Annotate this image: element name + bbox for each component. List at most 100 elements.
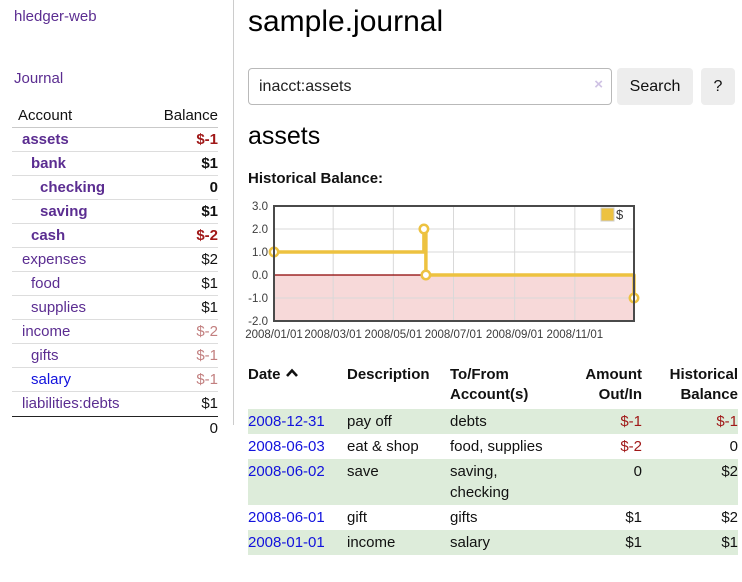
transaction-accounts: salary [450,534,491,551]
accounts-table-header: Account Balance [12,103,218,128]
account-balance: $-1 [196,131,218,148]
main-content: sample.journal × Search ? assets Histori… [244,0,742,582]
transaction-amount: 0 [633,463,642,480]
search-input[interactable] [248,68,612,105]
transaction-balance: $1 [721,534,738,551]
accounts-total-row: 0 [12,416,218,440]
accounts-header-account: Account [18,107,73,124]
transaction-date-cell: 2008-12-31 [248,409,347,434]
sidebar-divider [233,0,234,425]
transaction-balance: 0 [729,438,738,455]
column-header-balance[interactable]: Historical Balance [669,366,738,403]
account-link-bank[interactable]: bank [31,155,67,172]
app-title-link[interactable]: hledger-web [14,8,97,25]
account-link-checking[interactable]: checking [40,179,106,196]
sidebar-item-journal[interactable]: Journal [14,70,64,87]
transaction-amount: $-1 [620,413,642,430]
account-link-gifts[interactable]: gifts [31,347,59,364]
search-button[interactable]: Search [617,68,693,105]
transaction-description: income [347,534,396,551]
account-balance: $1 [201,395,218,412]
svg-text:0.0: 0.0 [252,270,268,282]
transaction-date-cell: 2008-06-02 [248,459,347,505]
svg-text:1.0: 1.0 [252,247,268,259]
svg-text:3.0: 3.0 [252,201,268,213]
column-header-tofrom[interactable]: To/From Account(s) [450,366,529,403]
search-box: × [248,68,612,105]
page-title: sample.journal [248,5,444,38]
transaction-accounts: gifts [450,509,478,526]
transaction-balance: $-1 [716,413,738,430]
transactions-header-row: Date Description To/From Account(s) Amou… [248,363,738,409]
transaction-row: 2008-12-31 pay off debts $-1 $-1 [248,409,738,434]
account-balance: $-1 [196,347,218,364]
clear-search-icon[interactable]: × [594,76,603,93]
historical-balance-chart: $3.0 2.0 1.0 0.0 -1.0 -2.0 2008/01/01 2008/03/0… [244,198,742,348]
search-form: × Search ? [248,68,735,105]
account-balance: $1 [201,299,218,316]
account-balance: $2 [201,251,218,268]
transaction-date-cell: 2008-01-01 [248,530,347,555]
svg-text:2008/05/01: 2008/05/01 [365,329,423,341]
account-row: gifts $-1 [12,344,218,368]
sort-ascending-icon [285,368,298,377]
transaction-description: pay off [347,413,392,430]
account-link-saving[interactable]: saving [40,203,88,220]
transaction-row: 2008-01-01 income salary $1 $1 [248,530,738,555]
svg-text:2008/09/01: 2008/09/01 [486,329,544,341]
transaction-description: gift [347,509,368,526]
account-link-food[interactable]: food [31,275,61,292]
account-row: liabilities:debts $1 [12,392,218,416]
account-row: supplies $1 [12,296,218,320]
account-row: cash $-2 [12,224,218,248]
accounts-table: Account Balance assets $-1 bank $1 check… [12,103,218,440]
chart-heading: Historical Balance: [248,170,384,187]
account-row: assets $-1 [12,128,218,152]
transaction-accounts: saving, checking [450,463,510,501]
svg-text:$: $ [616,207,624,222]
account-link-supplies[interactable]: supplies [31,299,87,316]
transaction-amount: $-2 [620,438,642,455]
account-row: saving $1 [12,200,218,224]
column-header-amount[interactable]: Amount Out/In [585,366,642,403]
transaction-accounts: food, supplies [450,438,543,455]
account-row: bank $1 [12,152,218,176]
account-row: food $1 [12,272,218,296]
transaction-amount: $1 [625,534,642,551]
transaction-description: save [347,463,379,480]
svg-text:2008/07/01: 2008/07/01 [425,329,483,341]
transaction-date-link[interactable]: 2008-06-01 [248,509,325,526]
svg-text:-2.0: -2.0 [248,316,268,328]
account-balance: $1 [201,155,218,172]
transaction-description: eat & shop [347,438,419,455]
transaction-accounts: debts [450,413,487,430]
transaction-date-link[interactable]: 2008-06-02 [248,463,325,480]
account-balance: $-2 [196,227,218,244]
account-balance: $1 [201,275,218,292]
transaction-date-link[interactable]: 2008-01-01 [248,534,325,551]
accounts-header-balance: Balance [163,107,218,124]
transaction-date-link[interactable]: 2008-06-03 [248,438,325,455]
help-button[interactable]: ? [701,68,735,105]
account-row: income $-2 [12,320,218,344]
svg-text:2008/03/01: 2008/03/01 [304,329,362,341]
column-header-date[interactable]: Date [248,363,347,409]
account-link-expenses[interactable]: expenses [22,251,87,268]
account-link-income[interactable]: income [22,323,71,340]
account-link-cash[interactable]: cash [31,227,66,244]
account-link-assets[interactable]: assets [22,131,69,148]
svg-text:2008/11/01: 2008/11/01 [546,329,603,341]
account-heading: assets [248,122,321,150]
account-row: salary $-1 [12,368,218,392]
account-row: expenses $2 [12,248,218,272]
svg-text:2008/01/01: 2008/01/01 [245,329,303,341]
sidebar: hledger-web Journal Account Balance asse… [0,0,233,582]
transaction-date-cell: 2008-06-03 [248,434,347,459]
transaction-date-link[interactable]: 2008-12-31 [248,413,325,430]
account-link-liabilities-debts[interactable]: liabilities:debts [22,395,120,412]
transaction-date-cell: 2008-06-01 [248,505,347,530]
account-link-salary[interactable]: salary [31,371,72,388]
column-header-description[interactable]: Description [347,366,430,383]
transaction-amount: $1 [625,509,642,526]
